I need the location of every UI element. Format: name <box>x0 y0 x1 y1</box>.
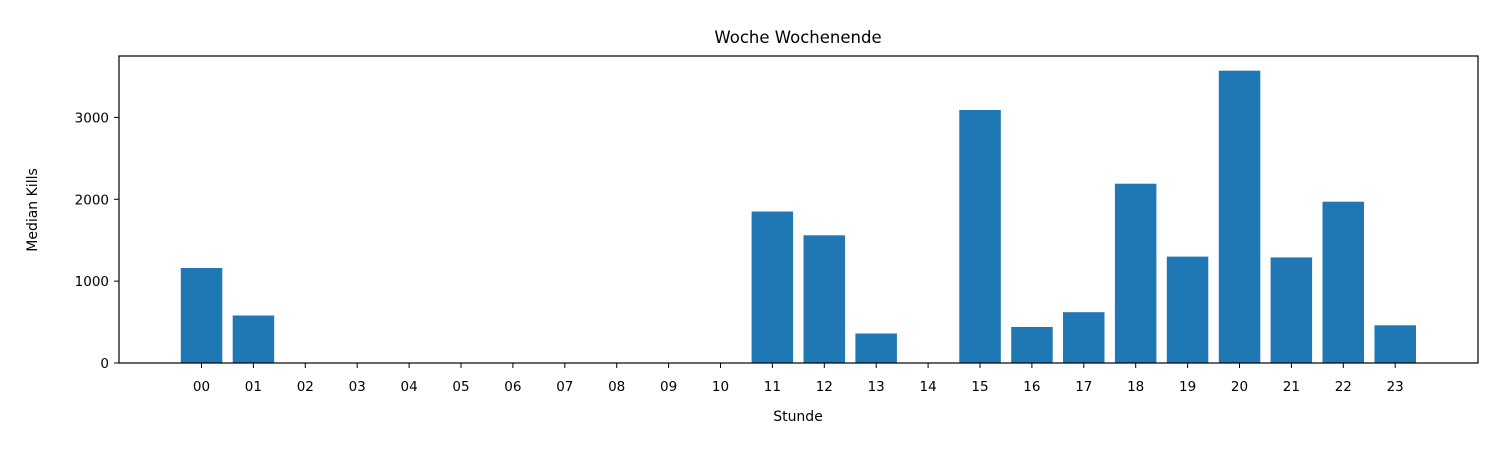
bar-22 <box>1322 201 1364 363</box>
bar-12 <box>803 235 845 363</box>
y-tick-label-2000: 2000 <box>75 192 109 208</box>
x-axis-ticks: 00 01 02 03 04 05 06 07 08 09 10 11 12 13 14 15 16 17 18 19… <box>193 363 1404 395</box>
x-tick-label-19: 19 <box>1179 379 1196 395</box>
bars-group <box>180 70 1416 363</box>
x-tick-label-21: 21 <box>1283 379 1300 395</box>
x-tick-label-20: 20 <box>1231 379 1248 395</box>
bar-17 <box>1063 312 1105 363</box>
x-tick-label-13: 13 <box>868 379 885 395</box>
x-tick-label-23: 23 <box>1387 379 1404 395</box>
y-tick-label-0: 0 <box>100 356 109 372</box>
bar-01 <box>232 315 275 363</box>
bar-11 <box>751 211 794 363</box>
x-tick-label-07: 07 <box>556 379 573 395</box>
y-axis-ticks: 0 1000 2000 3000 <box>75 110 119 372</box>
bar-23 <box>1374 325 1416 363</box>
x-tick-label-06: 06 <box>504 379 521 395</box>
x-tick-label-11: 11 <box>764 379 781 395</box>
x-tick-label-09: 09 <box>660 379 677 395</box>
x-tick-label-05: 05 <box>452 379 469 395</box>
x-tick-label-08: 08 <box>608 379 625 395</box>
x-tick-label-17: 17 <box>1075 379 1092 395</box>
x-tick-label-16: 16 <box>1023 379 1040 395</box>
bar-00 <box>180 268 223 363</box>
x-tick-label-01: 01 <box>245 379 262 395</box>
x-tick-label-00: 00 <box>193 379 210 395</box>
x-tick-label-03: 03 <box>349 379 366 395</box>
bar-18 <box>1114 183 1157 363</box>
bar-20 <box>1218 70 1261 363</box>
plot-frame <box>118 55 1479 364</box>
x-tick-label-04: 04 <box>401 379 418 395</box>
bar-16 <box>1011 327 1053 363</box>
bar-13 <box>855 333 897 363</box>
x-tick-label-15: 15 <box>971 379 988 395</box>
bar-21 <box>1270 257 1313 363</box>
bar-15 <box>959 110 1001 363</box>
x-tick-label-18: 18 <box>1127 379 1144 395</box>
y-tick-label-3000: 3000 <box>75 110 109 126</box>
x-tick-label-02: 02 <box>297 379 314 395</box>
x-tick-label-22: 22 <box>1335 379 1352 395</box>
y-tick-label-1000: 1000 <box>75 274 109 290</box>
x-axis-label: Stunde <box>773 409 823 425</box>
bar-19 <box>1166 256 1209 363</box>
x-tick-label-10: 10 <box>712 379 729 395</box>
chart-title: Woche Wochenende <box>714 28 881 47</box>
x-tick-label-14: 14 <box>920 379 937 395</box>
y-axis-label: Median Kills <box>25 168 41 252</box>
x-tick-label-12: 12 <box>816 379 833 395</box>
